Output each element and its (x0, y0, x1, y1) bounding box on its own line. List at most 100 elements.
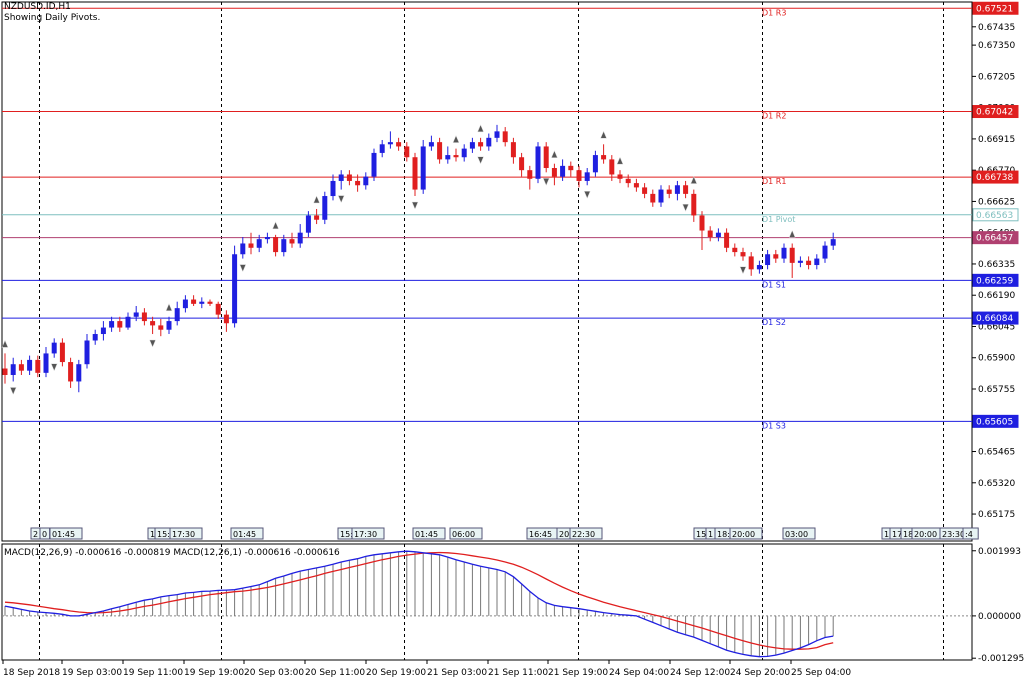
session-marker-label: 18: (717, 530, 730, 539)
price-flag-label: 0.66738 (976, 173, 1013, 183)
candle-body (666, 189, 672, 194)
candle-body (806, 260, 812, 266)
fractal-up-marker (551, 150, 558, 158)
candle-body (445, 155, 451, 160)
candle-body (174, 308, 180, 322)
y-tick-label: 0.65755 (978, 385, 1015, 395)
session-marker (782, 527, 816, 540)
symbol-label: NZDUSD.ID,H1 (4, 2, 71, 12)
candle-body (289, 239, 295, 244)
y-tick-label: 0.65465 (978, 448, 1015, 458)
candle-body (281, 239, 287, 253)
session-marker (569, 527, 603, 540)
macd-y-tick-label: 0.001993 (978, 547, 1021, 557)
x-tick-label: 24 Sep 04:00 (609, 668, 669, 678)
session-marker (449, 527, 483, 540)
macd-panel-frame (1, 543, 973, 661)
candle-body (125, 316, 131, 328)
candle-body (420, 146, 426, 190)
y-tick-label: 0.65900 (978, 354, 1015, 364)
fractal-down-marker (50, 363, 58, 372)
macd-y-tick-label: 0.000000 (978, 612, 1021, 622)
price-flag-label: 0.66259 (976, 276, 1013, 286)
session-marker (49, 527, 83, 540)
session-marker-label: 1 (150, 530, 155, 539)
candle-body (207, 301, 213, 304)
candle-body (674, 185, 680, 194)
x-tick-label: 25 Sep 04:00 (791, 668, 851, 678)
y-tick-label: 0.66045 (978, 322, 1015, 332)
session-marker-label: 06:00 (452, 530, 475, 539)
pivot-level-label: D1 R3 (762, 8, 786, 17)
candle-body (551, 168, 557, 177)
candle-body (609, 159, 615, 175)
y-tick-label: 0.66915 (978, 135, 1015, 145)
session-marker-label: 03:00 (785, 530, 808, 539)
fractal-down-marker (682, 203, 689, 212)
fractal-down-marker (411, 201, 419, 210)
session-marker-label: 2 (33, 530, 38, 539)
session-marker-label: 16:45 (529, 530, 552, 539)
session-marker (351, 527, 385, 540)
session-marker (412, 527, 446, 540)
candle-body (560, 165, 566, 177)
fractal-down-marker (337, 195, 345, 204)
macd-title: MACD(12,26,9) -0.000616 -0.000819 MACD(1… (4, 548, 340, 558)
pivot-level-label: D1 S2 (762, 318, 786, 327)
price-flag (972, 231, 1019, 245)
session-marker-label: 0 (42, 530, 47, 539)
candle-body (59, 342, 65, 363)
candle-body (322, 196, 328, 220)
candle-body (617, 174, 623, 179)
fractal-up-marker (313, 195, 320, 204)
main-panel-frame (1, 1, 973, 542)
price-flag-label: 0.67042 (976, 108, 1013, 118)
candle-body (601, 155, 607, 160)
macd-y-tick-label: -0.001295 (978, 654, 1024, 664)
candle-body (92, 334, 98, 341)
y-tick-label: 0.67350 (978, 41, 1015, 51)
price-flag-label: 0.66457 (976, 234, 1013, 244)
candle-body (658, 189, 664, 203)
y-tick-label: 0.66190 (978, 291, 1015, 301)
candle-body (502, 131, 508, 143)
x-tick-label: 19 Sep 11:00 (123, 668, 183, 678)
candle-body (297, 232, 303, 244)
x-tick-label: 21 Sep 03:00 (427, 668, 487, 678)
candle-body (84, 340, 90, 365)
pivot-level-label: D1 S3 (762, 421, 786, 430)
candle-body (814, 258, 820, 266)
candle-body (740, 252, 746, 257)
price-flag (972, 208, 1019, 222)
candle-body (412, 157, 418, 190)
y-tick-label: 0.65320 (978, 479, 1015, 489)
candle-body (141, 312, 147, 322)
fractal-up-marker (690, 175, 698, 184)
candle-body (223, 314, 229, 324)
candle-body (642, 187, 648, 194)
candle-body (535, 146, 541, 179)
fractal-up-marker (272, 221, 279, 230)
y-tick-label: 0.66335 (978, 260, 1015, 270)
candle-body (699, 215, 705, 231)
candle-body (133, 312, 139, 317)
candle-body (584, 172, 590, 181)
candle-body (199, 301, 205, 304)
macd-signal-line (4, 551, 834, 650)
candle-body (756, 265, 762, 270)
candle-body (248, 243, 254, 248)
candle-body (191, 299, 197, 304)
session-marker-label: 15: (157, 530, 170, 539)
fractal-down-marker (583, 191, 591, 199)
y-tick-label: 0.65175 (978, 510, 1015, 520)
session-marker-label: 23:30 (942, 530, 965, 539)
macd-main-line (4, 550, 834, 658)
candle-body (650, 193, 656, 203)
session-marker (169, 527, 203, 540)
fractal-up-marker (788, 229, 796, 238)
candle-body (543, 146, 549, 169)
candle-body (527, 170, 533, 179)
session-marker-label: 01:45 (233, 530, 256, 539)
